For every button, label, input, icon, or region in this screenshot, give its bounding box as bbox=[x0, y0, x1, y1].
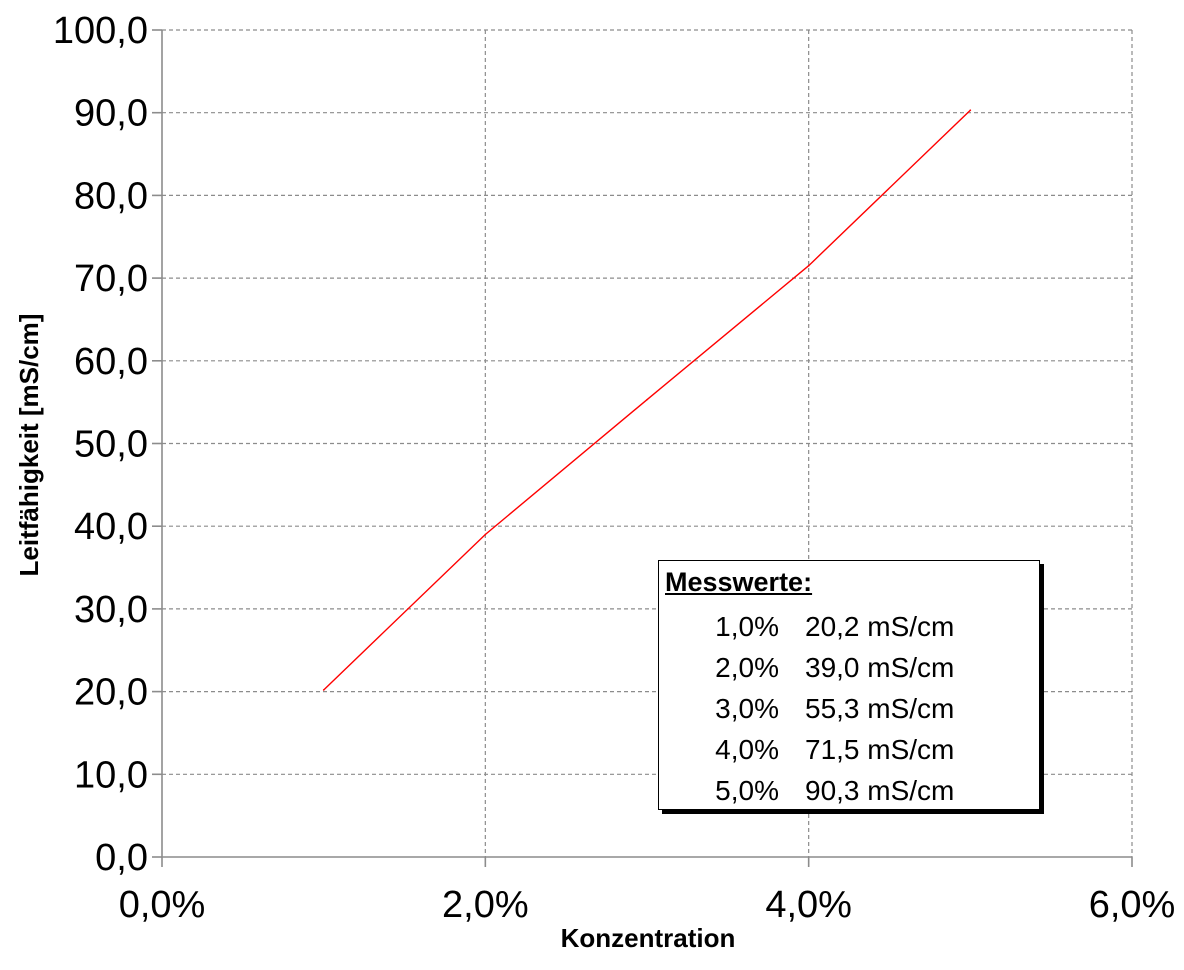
x-tick-label: 4,0% bbox=[765, 884, 852, 926]
y-tick-label: 50,0 bbox=[74, 424, 148, 466]
axes bbox=[152, 29, 1133, 867]
x-tick-label: 6,0% bbox=[1089, 884, 1176, 926]
legend-row-conductivity: 90,3 mS/cm bbox=[805, 775, 955, 806]
legend-row-conductivity: 55,3 mS/cm bbox=[805, 693, 955, 724]
legend-row-concentration: 3,0% bbox=[715, 693, 779, 724]
y-tick-label: 60,0 bbox=[74, 341, 148, 383]
y-tick-label: 0,0 bbox=[95, 837, 148, 879]
y-tick-label: 100,0 bbox=[53, 10, 148, 52]
legend-row-concentration: 4,0% bbox=[715, 734, 779, 765]
y-tick-label: 80,0 bbox=[74, 175, 148, 217]
data-point bbox=[646, 398, 648, 401]
data-point bbox=[969, 109, 972, 112]
data-point bbox=[484, 533, 487, 536]
legend-row-conductivity: 20,2 mS/cm bbox=[805, 611, 955, 642]
legend-title: Messwerte: bbox=[665, 567, 813, 597]
measurement-legend: Messwerte: 1,0% 20,2 mS/cm 2,0% 39,0 mS/… bbox=[658, 560, 1040, 810]
y-tick-label: 90,0 bbox=[74, 93, 148, 135]
x-axis-title: Konzentration bbox=[561, 923, 736, 953]
y-tick-label: 70,0 bbox=[74, 258, 148, 300]
legend-row-concentration: 2,0% bbox=[715, 652, 779, 683]
y-tick-label: 20,0 bbox=[74, 672, 148, 714]
y-axis-title: Leitfähigkeit [mS/cm] bbox=[14, 314, 44, 577]
legend-row-concentration: 5,0% bbox=[715, 775, 779, 806]
data-point bbox=[807, 264, 810, 267]
legend-row-conductivity: 71,5 mS/cm bbox=[805, 734, 955, 765]
series bbox=[322, 109, 972, 691]
data-point bbox=[322, 689, 325, 691]
y-tick-label: 30,0 bbox=[74, 589, 148, 631]
tick-labels: 0,0 10,0 20,0 30,0 40,0 50,0 60,0 70,0 80,0 90,0 1… bbox=[53, 10, 1175, 926]
legend-row-concentration: 1,0% bbox=[715, 611, 779, 642]
y-tick-label: 10,0 bbox=[74, 754, 148, 796]
x-tick-label: 0,0% bbox=[119, 884, 206, 926]
x-tick-label: 2,0% bbox=[442, 884, 529, 926]
legend-row-conductivity: 39,0 mS/cm bbox=[805, 652, 955, 683]
y-tick-label: 40,0 bbox=[74, 506, 148, 548]
